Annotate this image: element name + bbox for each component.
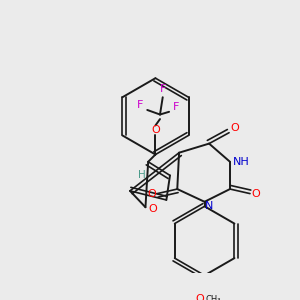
Text: N: N (205, 201, 213, 211)
Text: F: F (137, 100, 143, 110)
Text: O: O (147, 189, 156, 199)
Text: O: O (151, 125, 160, 135)
Text: H: H (138, 169, 146, 179)
Text: O: O (196, 294, 204, 300)
Text: O: O (148, 204, 157, 214)
Text: F: F (173, 102, 179, 112)
Text: O: O (230, 123, 239, 133)
Text: O: O (251, 189, 260, 199)
Text: NH: NH (232, 157, 249, 167)
Text: CH₃: CH₃ (206, 295, 221, 300)
Text: F: F (160, 84, 166, 94)
